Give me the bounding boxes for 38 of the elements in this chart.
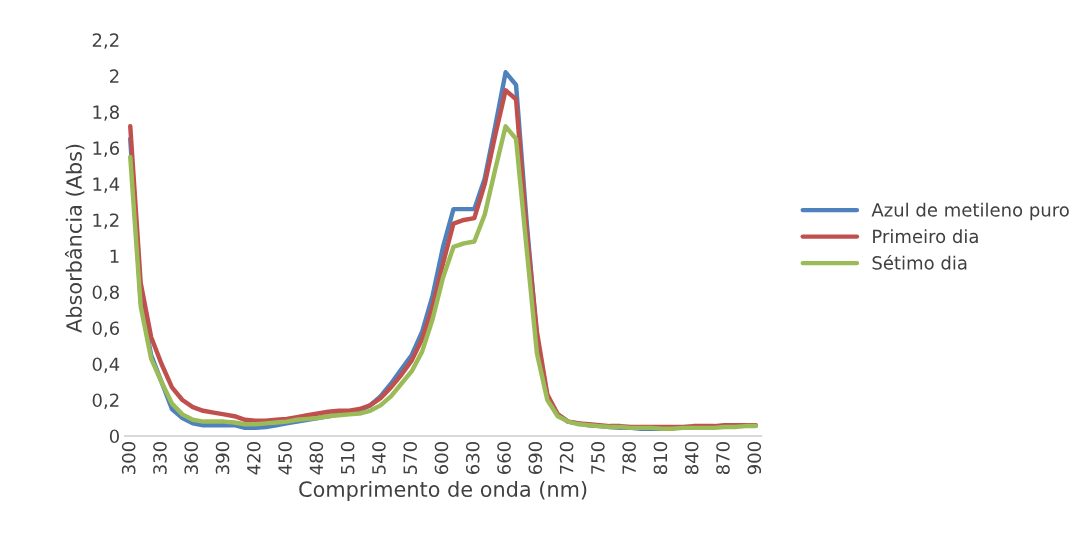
x-tick-label: 480 [309,442,324,475]
x-tick-label: 330 [153,442,167,474]
x-tick-label: 660 [497,442,511,475]
x-tick-label: 300 [121,442,136,474]
y-tick-label: 2,2 [92,33,119,49]
x-tick-label: 750 [591,442,605,474]
x-tick-label: 540 [372,442,386,474]
y-tick-label: 0,8 [92,285,119,301]
legend-label: Sétimo dia [872,254,967,270]
legend-label: Azul de metileno puro [871,202,1069,221]
x-tick-label: 810 [653,442,668,475]
y-tick-label: 0,4 [92,357,120,373]
x-tick-label: 510 [340,442,355,474]
y-tick-label: 0,6 [92,321,120,337]
x-tick-label: 360 [184,442,199,474]
legend-label: Primeiro dia [873,229,978,244]
y-tick-label: 1,2 [93,213,119,229]
x-tick-label: 690 [528,442,543,475]
x-tick-label: 840 [684,442,699,475]
y-tick-label: 1 [110,249,119,263]
x-tick-label: 630 [465,442,480,475]
y-tick-label: 1,6 [93,141,120,157]
x-tick-label: 870 [716,442,730,475]
x-tick-label: 780 [622,442,636,474]
y-tick-label: 0,2 [92,393,119,409]
x-tick-label: 570 [403,442,418,474]
x-tick-label: 720 [559,442,574,474]
x-tick-label: 600 [434,442,449,475]
y-tick-label: 1,4 [93,177,120,193]
x-tick-label: 450 [278,442,292,475]
y-tick-label: 0 [109,429,119,444]
x-axis-title: Comprimento de onda (nm) [299,480,587,502]
x-tick-label: 420 [246,442,261,475]
x-tick-label: 390 [215,442,230,474]
y-axis-title: Absorbância (Abs) [64,144,85,333]
y-tick-label: 2 [110,69,119,83]
y-tick-label: 1,8 [93,105,119,121]
x-tick-label: 900 [747,442,762,475]
